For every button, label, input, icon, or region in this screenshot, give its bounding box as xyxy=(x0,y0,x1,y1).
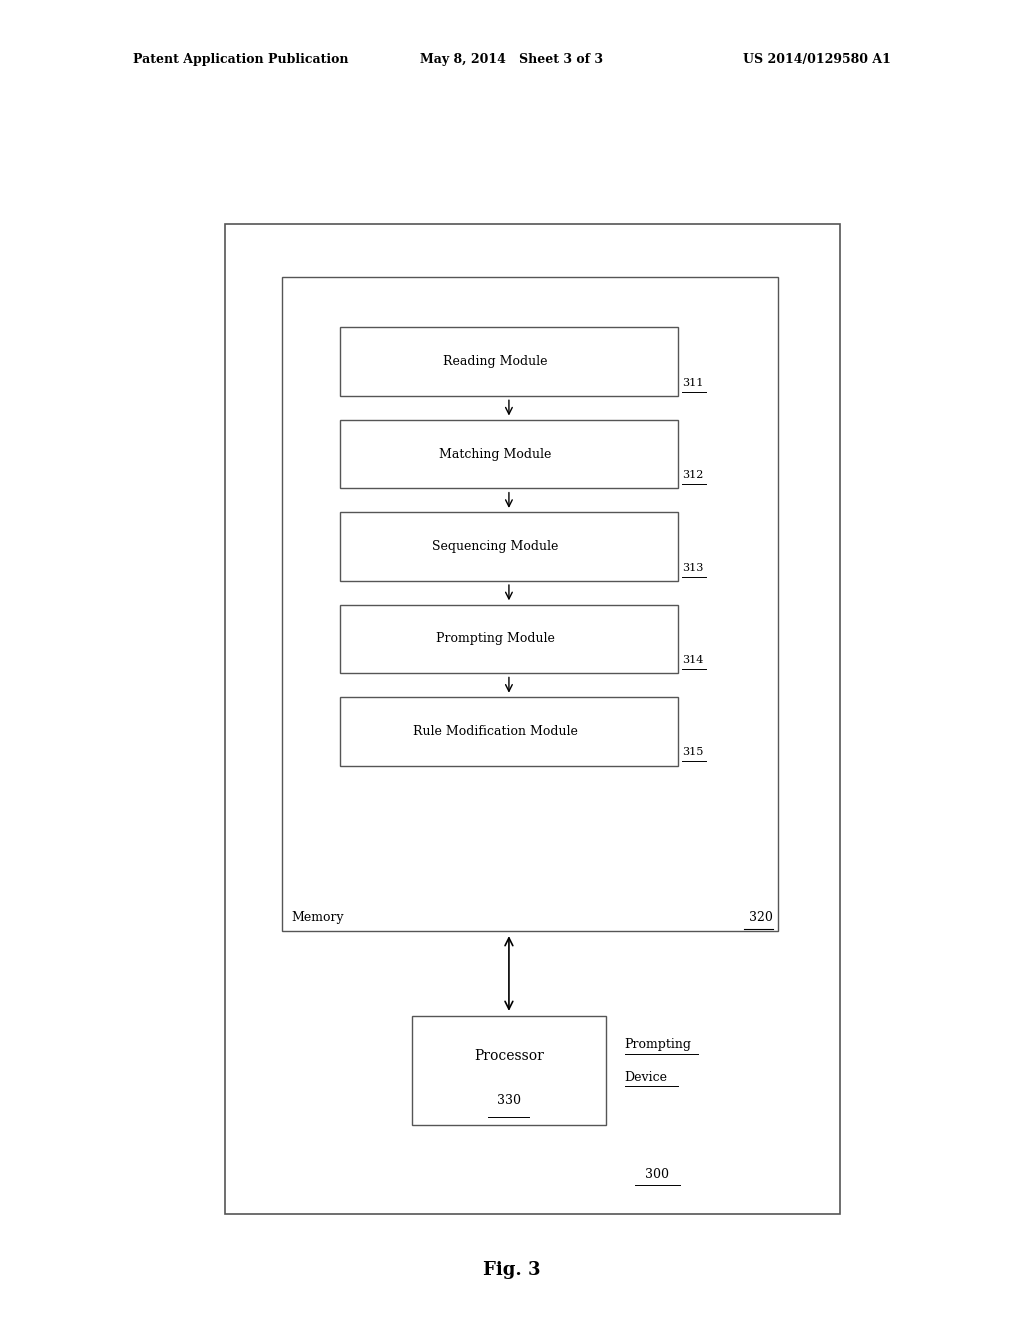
Text: Sequencing Module: Sequencing Module xyxy=(432,540,559,553)
Text: 314: 314 xyxy=(682,655,703,665)
Text: 313: 313 xyxy=(682,562,703,573)
Text: Processor: Processor xyxy=(474,1049,544,1064)
FancyBboxPatch shape xyxy=(340,420,678,488)
Text: Device: Device xyxy=(625,1071,668,1084)
Text: 300: 300 xyxy=(645,1168,670,1181)
FancyBboxPatch shape xyxy=(340,512,678,581)
FancyBboxPatch shape xyxy=(225,224,840,1214)
FancyBboxPatch shape xyxy=(340,697,678,766)
Text: 315: 315 xyxy=(682,747,703,758)
Text: May 8, 2014   Sheet 3 of 3: May 8, 2014 Sheet 3 of 3 xyxy=(421,53,603,66)
FancyBboxPatch shape xyxy=(282,277,778,931)
Text: Rule Modification Module: Rule Modification Module xyxy=(413,725,578,738)
Text: 311: 311 xyxy=(682,378,703,388)
Text: Reading Module: Reading Module xyxy=(443,355,548,368)
FancyBboxPatch shape xyxy=(340,605,678,673)
Text: Matching Module: Matching Module xyxy=(439,447,552,461)
Text: Patent Application Publication: Patent Application Publication xyxy=(133,53,348,66)
Text: Prompting Module: Prompting Module xyxy=(436,632,555,645)
Text: 320: 320 xyxy=(750,911,773,924)
Text: 312: 312 xyxy=(682,470,703,480)
Text: US 2014/0129580 A1: US 2014/0129580 A1 xyxy=(743,53,891,66)
Text: Prompting: Prompting xyxy=(625,1038,691,1051)
FancyBboxPatch shape xyxy=(412,1016,606,1125)
Text: Memory: Memory xyxy=(292,911,344,924)
Text: 330: 330 xyxy=(497,1094,521,1107)
Text: Fig. 3: Fig. 3 xyxy=(483,1261,541,1279)
FancyBboxPatch shape xyxy=(340,327,678,396)
